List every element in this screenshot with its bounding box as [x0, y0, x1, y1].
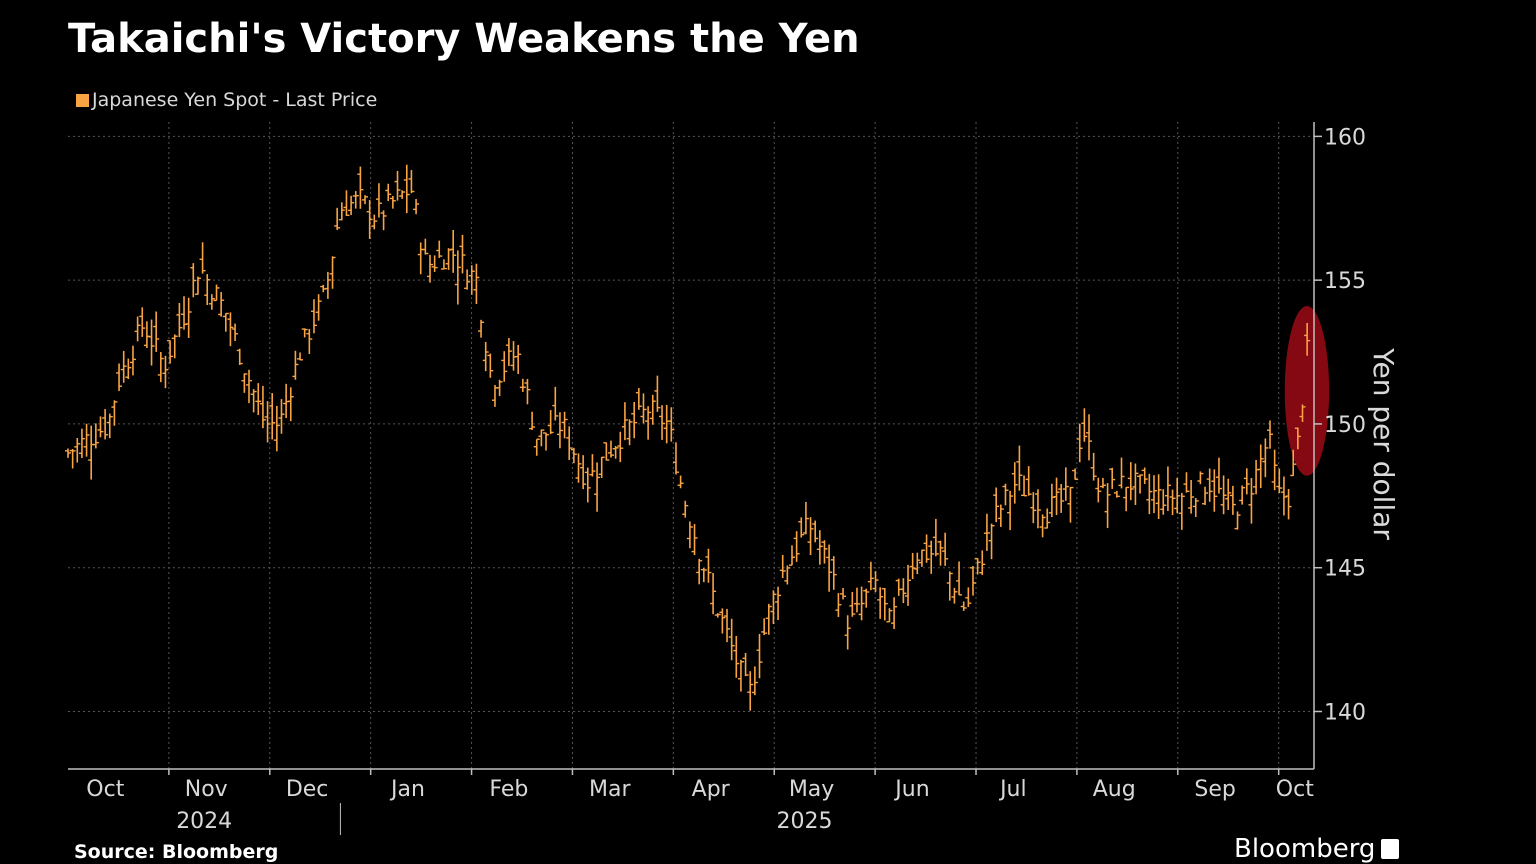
y-axis-label: Yen per dollar — [1367, 347, 1400, 540]
x-month-label: Jul — [998, 777, 1027, 802]
y-tick-label: 150 — [1324, 413, 1366, 438]
x-month-label: Sep — [1194, 777, 1235, 802]
price-bars — [65, 164, 1311, 711]
x-month-label: Aug — [1093, 777, 1136, 802]
x-year-label: 2025 — [777, 809, 833, 834]
x-month-label: Oct — [1276, 777, 1314, 802]
legend-label: Japanese Yen Spot - Last Price — [92, 89, 378, 111]
x-month-label: Jun — [893, 777, 929, 802]
x-month-label: May — [789, 777, 834, 802]
source-note: Source: Bloomberg — [74, 841, 279, 863]
bloomberg-logo: Bloomberg — [1234, 834, 1400, 864]
axes: 140 145 150 155 160 Oct Nov Dec Jan Feb Mar Apr May J… — [68, 122, 1366, 835]
x-month-label: Feb — [489, 777, 528, 802]
brand-label: Bloomberg — [1234, 834, 1376, 864]
x-month-label: Nov — [185, 777, 228, 802]
annotation-layer — [1284, 306, 1330, 476]
x-month-label: Mar — [589, 777, 631, 802]
chart-title: Takaichi's Victory Weakens the Yen — [68, 16, 860, 62]
y-tick-label: 140 — [1324, 700, 1366, 725]
terminal-icon — [1381, 839, 1400, 859]
highlight-ellipse — [1284, 306, 1330, 476]
y-tick-label: 155 — [1324, 269, 1366, 294]
legend-swatch — [76, 93, 89, 107]
x-month-label: Dec — [286, 777, 329, 802]
chart-legend: Japanese Yen Spot - Last Price — [76, 89, 377, 111]
x-month-label: Apr — [692, 777, 731, 802]
x-month-label: Jan — [389, 777, 425, 802]
grid-lines — [68, 122, 1314, 769]
y-tick-label: 160 — [1324, 125, 1366, 150]
x-year-label: 2024 — [176, 809, 232, 834]
x-month-label: Oct — [86, 777, 124, 802]
y-tick-label: 145 — [1324, 557, 1366, 582]
